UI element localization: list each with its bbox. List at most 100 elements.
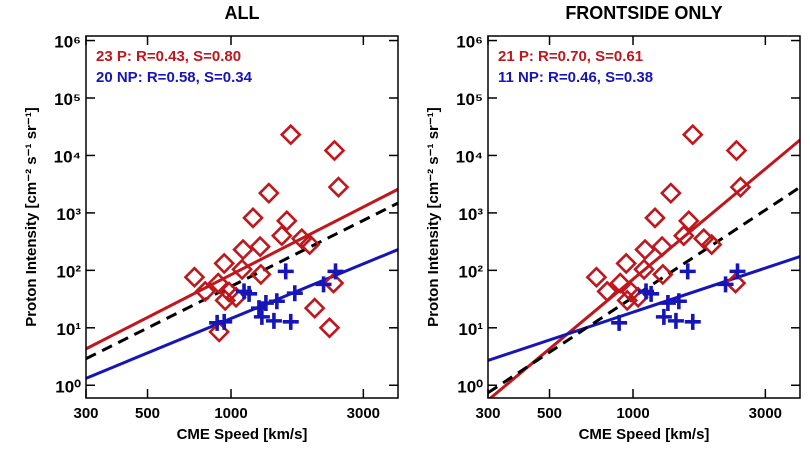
legend-entry: 21 P: R=0.70, S=0.61 (498, 48, 643, 65)
diamond-marker (214, 289, 237, 312)
cross-marker (684, 313, 701, 330)
diamond-marker (279, 123, 302, 146)
plot-area (86, 123, 398, 380)
cross-marker (643, 285, 660, 302)
diamond-marker (213, 252, 236, 275)
y-axis-label: Proton Intensity [cm⁻² s⁻¹ sr⁻¹] (23, 107, 40, 327)
plot-area (488, 123, 800, 398)
diamond-marker (242, 207, 264, 229)
diamond-marker (681, 123, 704, 146)
legend-entry: 23 P: R=0.43, S=0.80 (96, 48, 241, 65)
cross-marker (315, 276, 332, 293)
cross-marker (216, 313, 233, 330)
y-axis-label: Proton Intensity [cm⁻² s⁻¹ sr⁻¹] (425, 107, 442, 327)
y-tick-label: 10⁰ (457, 377, 483, 396)
diamond-marker (183, 266, 206, 289)
fit-line (86, 248, 398, 380)
diamond-marker (585, 266, 608, 289)
x-tick-label: 300 (475, 405, 500, 422)
fit-line (86, 187, 398, 351)
legend-entry: 11 NP: R=0.46, S=0.38 (498, 69, 653, 86)
cross-marker (241, 285, 258, 302)
cross-marker (268, 293, 285, 310)
x-tick-label: 300 (73, 405, 98, 422)
x-tick-label: 500 (135, 405, 160, 422)
y-tick-label: 10⁶ (54, 33, 81, 52)
diamond-marker (318, 316, 341, 339)
diamond-marker (660, 182, 682, 204)
diamond-marker (303, 297, 326, 319)
y-tick-label: 10⁵ (456, 90, 483, 109)
x-tick-label: 3000 (749, 405, 782, 422)
cross-marker (670, 293, 687, 310)
x-axis-label: CME Speed [km/s] (579, 426, 710, 443)
cross-marker (327, 263, 344, 280)
legend-entry: 20 NP: R=0.58, S=0.34 (96, 69, 253, 86)
diamond-marker (250, 263, 272, 286)
x-tick-label: 1000 (214, 405, 247, 422)
cross-marker (655, 308, 672, 325)
y-tick-label: 10⁶ (456, 33, 483, 52)
diamond-marker (258, 182, 280, 204)
y-tick-label: 10⁰ (55, 377, 81, 396)
x-axis-label: CME Speed [km/s] (177, 426, 308, 443)
diamond-marker (323, 139, 346, 162)
x-tick-label: 500 (537, 405, 562, 422)
x-tick-label: 3000 (347, 405, 380, 422)
cross-marker (286, 285, 303, 302)
cross-marker (253, 308, 270, 325)
diamond-marker (270, 224, 293, 247)
diamond-marker (677, 209, 700, 232)
cross-marker (250, 300, 267, 317)
diamond-marker (275, 209, 298, 232)
diamond-marker (249, 235, 271, 258)
diamond-marker (725, 139, 748, 162)
diamond-marker (298, 233, 321, 256)
diamond-marker (609, 272, 632, 294)
cross-marker (679, 263, 696, 280)
y-tick-label: 10⁴ (54, 147, 81, 166)
diamond-marker (327, 176, 350, 198)
diamond-marker (651, 235, 673, 258)
diamond-marker (322, 272, 345, 294)
y-tick-label: 10¹ (458, 320, 483, 339)
y-tick-label: 10¹ (56, 320, 81, 339)
diamond-marker (615, 252, 638, 275)
cross-marker (611, 314, 628, 331)
cross-marker (667, 312, 684, 329)
panel-title: ALL (225, 3, 260, 23)
x-tick-label: 1000 (616, 405, 649, 422)
y-tick-label: 10³ (458, 205, 483, 224)
panel: FRONTSIDE ONLY CME Speed [km/s] Proton Int… (425, 3, 801, 443)
diamond-marker (207, 272, 230, 294)
diamond-marker (596, 280, 619, 303)
y-tick-label: 10³ (56, 205, 81, 224)
y-tick-label: 10² (56, 262, 81, 281)
diamond-marker (232, 238, 254, 261)
diamond-marker (644, 207, 666, 229)
y-tick-label: 10⁴ (456, 147, 483, 166)
diamond-marker (194, 280, 217, 303)
diamond-marker (724, 272, 747, 294)
plot-frame (85, 35, 399, 399)
diamond-marker (700, 233, 723, 256)
y-tick-label: 10⁵ (54, 90, 81, 109)
diamond-marker (633, 258, 655, 281)
cross-marker (717, 276, 734, 293)
fit-line (488, 255, 800, 362)
fit-line (86, 201, 398, 361)
diamond-marker (231, 258, 253, 281)
cross-marker (277, 263, 294, 280)
panel: ALL CME Speed [km/s] Proton Intensity [cm⁻… (23, 3, 399, 443)
diamond-marker (652, 263, 674, 286)
y-tick-label: 10² (458, 262, 483, 281)
cross-marker (729, 263, 746, 280)
diamond-marker (616, 289, 639, 312)
panel-title: FRONTSIDE ONLY (565, 3, 722, 23)
diamond-marker (672, 224, 695, 247)
diamond-marker (634, 238, 656, 261)
cross-marker (282, 313, 299, 330)
diamond-marker (729, 176, 752, 198)
